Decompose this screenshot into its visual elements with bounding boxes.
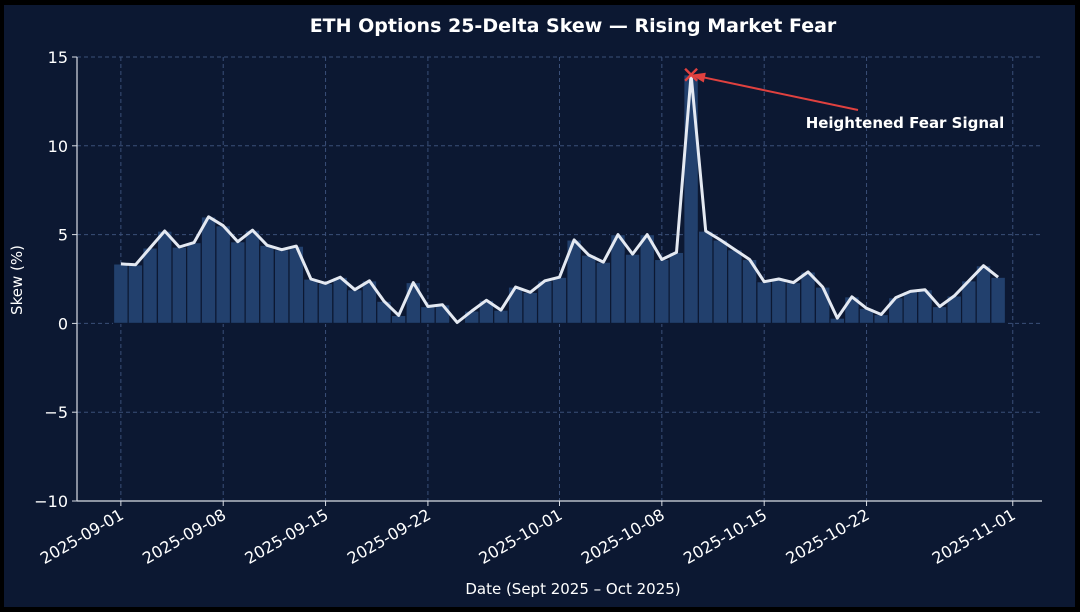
bar <box>112 263 129 324</box>
bar <box>990 276 1007 324</box>
bar <box>332 276 349 324</box>
bar <box>785 281 802 325</box>
bar <box>580 254 597 325</box>
bar <box>434 304 451 325</box>
bar <box>303 278 319 325</box>
x-axis-label: Date (Sept 2025 – Oct 2025) <box>465 580 680 598</box>
y-tick-label: 5 <box>58 226 68 245</box>
bar <box>712 239 729 324</box>
bar <box>171 246 188 324</box>
bar <box>551 276 568 324</box>
peak-x-stroke <box>684 67 698 82</box>
bar <box>522 291 539 325</box>
y-tick-label: 10 <box>48 137 68 156</box>
bar <box>215 225 232 325</box>
bar <box>259 244 275 324</box>
annotation-arrow <box>700 75 859 111</box>
bar <box>244 229 261 325</box>
bar <box>200 216 217 324</box>
bar <box>975 265 992 324</box>
bar <box>624 253 641 325</box>
x-tick-label: 2025-10-08 <box>578 505 668 568</box>
bar <box>273 249 290 325</box>
annotation-layer: Heightened Fear Signal <box>684 67 1005 132</box>
bar <box>610 234 626 325</box>
x-tick-label: 2025-10-15 <box>680 505 770 568</box>
bar <box>142 247 159 325</box>
bar <box>727 249 743 325</box>
bar <box>419 305 436 325</box>
bar <box>756 281 773 325</box>
bar <box>127 264 144 324</box>
y-tick-label: 15 <box>48 48 68 67</box>
annotation-label: Heightened Fear Signal <box>806 114 1005 132</box>
bar <box>186 241 202 324</box>
bar <box>800 271 816 324</box>
bar <box>639 234 656 325</box>
bar <box>156 230 173 325</box>
y-tick-label: −5 <box>44 403 68 422</box>
x-tick-label: 2025-10-22 <box>783 505 873 568</box>
line-layer <box>120 73 1000 324</box>
x-tick-label: 2025-11-01 <box>929 505 1019 568</box>
y-axis-label: Skew (%) <box>8 245 26 315</box>
bar <box>653 258 670 324</box>
y-tick-label: 0 <box>58 314 68 333</box>
x-tick-label: 2025-09-22 <box>344 505 434 568</box>
bar <box>668 251 685 325</box>
bar <box>595 261 612 324</box>
bar <box>229 241 246 324</box>
peak-x-marker <box>684 67 698 82</box>
y-tick-label: −10 <box>34 492 68 511</box>
bar <box>683 74 700 325</box>
bar <box>346 289 363 325</box>
annotation-arrowhead <box>691 72 706 83</box>
x-tick-label: 2025-10-01 <box>475 505 565 568</box>
bar <box>770 278 787 325</box>
grid-layer <box>77 56 1042 501</box>
chart-title: ETH Options 25-Delta Skew — Rising Marke… <box>310 15 837 37</box>
bar <box>317 282 334 325</box>
bar <box>536 280 553 325</box>
x-tick-label: 2025-09-01 <box>37 505 127 568</box>
x-tick-label: 2025-09-15 <box>242 505 332 568</box>
bar <box>931 305 948 325</box>
bar <box>493 309 509 324</box>
x-tick-label: 2025-09-08 <box>139 505 229 568</box>
skew-line <box>120 73 1000 324</box>
bar <box>902 290 919 325</box>
bar <box>697 230 714 325</box>
bar <box>814 286 831 325</box>
